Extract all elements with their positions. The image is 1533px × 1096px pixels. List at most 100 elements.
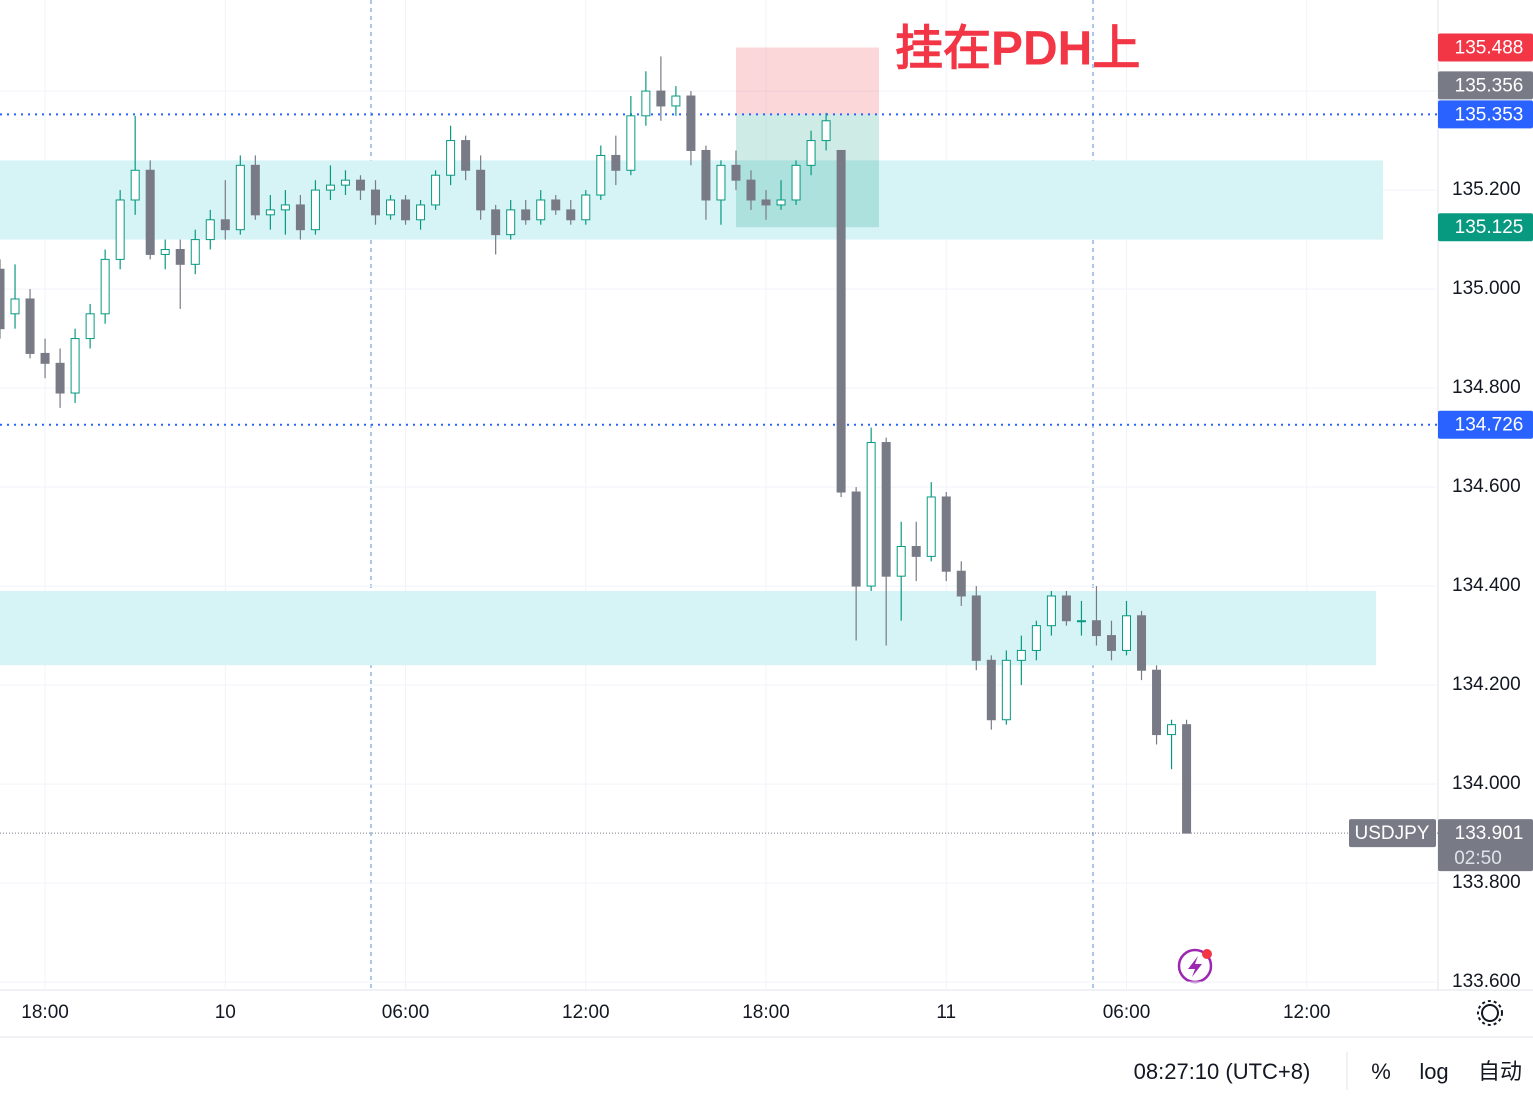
high-tag xyxy=(1438,71,1533,100)
x-tick-label: 10 xyxy=(215,1002,236,1023)
candle-body xyxy=(656,90,666,107)
log-button[interactable]: log xyxy=(1419,1059,1448,1084)
x-tick-label: 18:00 xyxy=(742,1002,790,1023)
candle-body xyxy=(476,169,486,211)
settings-icon[interactable] xyxy=(1477,1000,1503,1026)
auto-button[interactable]: 自动 xyxy=(1478,1059,1522,1084)
candle-body xyxy=(1091,620,1101,637)
candle-body xyxy=(431,174,441,206)
y-tick-label: 134.000 xyxy=(1452,773,1521,794)
x-tick-label: 18:00 xyxy=(21,1002,69,1023)
target-tag xyxy=(1438,213,1533,242)
candle-body xyxy=(581,194,591,221)
candle-body xyxy=(521,209,531,221)
y-tick-label: 133.800 xyxy=(1452,872,1521,893)
candle-body xyxy=(1182,724,1192,834)
candle-body xyxy=(641,90,651,117)
candle-body xyxy=(791,164,801,201)
candle-body xyxy=(371,189,380,216)
candle-body xyxy=(160,248,170,255)
clock: 08:27:10 (UTC+8) xyxy=(1134,1059,1311,1084)
candle-body xyxy=(446,140,456,176)
candle-body xyxy=(175,248,185,265)
candle-body xyxy=(956,570,966,597)
candle-body xyxy=(626,115,636,171)
candle-body xyxy=(130,169,140,201)
candle-body xyxy=(1137,615,1147,671)
x-tick-label: 06:00 xyxy=(382,1002,430,1023)
candle-body xyxy=(1076,620,1086,623)
candle-body xyxy=(941,496,951,572)
candle-body xyxy=(25,298,35,354)
candle-body xyxy=(536,199,546,221)
x-tick-label: 11 xyxy=(936,1002,956,1023)
candle-body xyxy=(220,219,230,231)
percent-button[interactable]: % xyxy=(1371,1059,1391,1084)
candle-body xyxy=(100,258,110,315)
candle-body xyxy=(731,164,741,181)
candle-body xyxy=(1016,649,1026,661)
candle-body xyxy=(506,209,516,236)
candle-body xyxy=(1046,595,1056,627)
y-tick-label: 134.400 xyxy=(1452,575,1521,596)
candle-body xyxy=(355,179,365,191)
candle-body xyxy=(836,149,846,493)
level-tag-label: 134.726 xyxy=(1455,415,1524,436)
countdown: 02:50 xyxy=(1454,848,1502,869)
candle-body xyxy=(881,442,891,577)
last-price-tag xyxy=(1438,819,1533,872)
candle-body xyxy=(55,362,65,394)
candle-body xyxy=(701,149,711,201)
candle-body xyxy=(1167,724,1177,736)
zone xyxy=(0,591,1376,666)
candle-body xyxy=(746,179,756,201)
high-tag-label: 135.356 xyxy=(1455,75,1524,96)
candle-body xyxy=(10,298,20,315)
target-tag-label: 135.125 xyxy=(1455,217,1524,238)
last-price-label: 133.901 xyxy=(1455,823,1524,844)
y-tick-label: 134.200 xyxy=(1452,674,1521,695)
y-tick-label: 133.600 xyxy=(1452,971,1521,992)
candle-body xyxy=(911,545,921,557)
y-tick-label: 134.600 xyxy=(1452,476,1521,497)
plot xyxy=(0,0,1438,990)
candle-body xyxy=(1061,595,1071,622)
x-tick-label: 12:00 xyxy=(1283,1002,1331,1023)
candle-body xyxy=(851,491,861,587)
candle-body xyxy=(235,164,245,231)
candle-body xyxy=(896,545,906,577)
level-tag xyxy=(1438,100,1533,129)
candle-body xyxy=(821,120,831,142)
candle-body xyxy=(40,352,50,364)
candle-body xyxy=(491,209,501,236)
candle-body xyxy=(611,154,621,171)
zone xyxy=(0,160,1383,240)
candle-body xyxy=(551,199,561,211)
candle-body xyxy=(250,164,260,216)
candle-body xyxy=(776,199,786,206)
x-tick-label: 06:00 xyxy=(1103,1002,1151,1023)
candle-body xyxy=(596,154,606,196)
candle-body xyxy=(0,268,5,330)
candle-body xyxy=(1106,635,1116,651)
candle-body xyxy=(1122,615,1131,651)
y-tick-label: 135.200 xyxy=(1452,179,1521,200)
candle-body xyxy=(461,140,471,171)
candle-body xyxy=(115,199,125,260)
y-tick-label: 134.800 xyxy=(1452,377,1521,398)
candle-body xyxy=(145,169,155,255)
candle-body xyxy=(265,209,275,216)
candle-body xyxy=(1152,669,1162,736)
stop-tag-label: 135.488 xyxy=(1455,38,1524,59)
annotation: 挂在PDH上 xyxy=(895,23,1140,76)
candle-body xyxy=(986,659,996,721)
candle-body xyxy=(325,184,335,191)
candle-body xyxy=(806,140,816,166)
candle-body xyxy=(1031,625,1041,651)
candle-body xyxy=(686,95,696,151)
candle-body xyxy=(716,164,726,201)
candle-body xyxy=(310,189,320,231)
alert-icon[interactable] xyxy=(1177,948,1213,984)
symbol-tag xyxy=(1349,819,1436,848)
candle-body xyxy=(280,204,290,211)
